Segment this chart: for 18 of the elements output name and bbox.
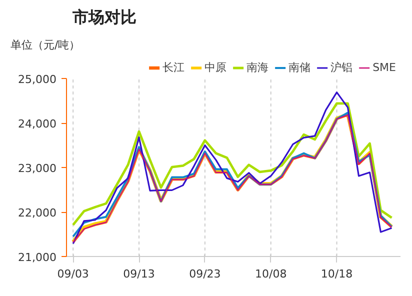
legend-label: 长江 bbox=[162, 60, 185, 75]
legend-label: 中原 bbox=[204, 60, 227, 75]
y-axis-title: 单位（元/吨） bbox=[10, 38, 80, 52]
y-tick-label: 21,000 bbox=[18, 251, 57, 264]
legend-label: 沪铝 bbox=[330, 60, 353, 75]
x-tick-label: 09/23 bbox=[189, 268, 221, 280]
chart-title: 市场对比 bbox=[72, 8, 136, 26]
legend-label: 南海 bbox=[246, 60, 269, 75]
x-tick-label: 09/03 bbox=[57, 268, 89, 280]
y-tick-label: 24,000 bbox=[18, 118, 57, 130]
legend-label: SME bbox=[372, 61, 396, 74]
x-tick-label: 09/13 bbox=[123, 268, 155, 280]
x-tick-label: 10/08 bbox=[255, 268, 287, 280]
y-tick-label: 23,000 bbox=[18, 162, 57, 175]
legend-label: 南储 bbox=[288, 60, 311, 75]
y-tick-label: 22,000 bbox=[18, 206, 57, 220]
x-tick-label: 10/18 bbox=[320, 268, 353, 280]
y-tick-label: 25,000 bbox=[18, 73, 57, 86]
